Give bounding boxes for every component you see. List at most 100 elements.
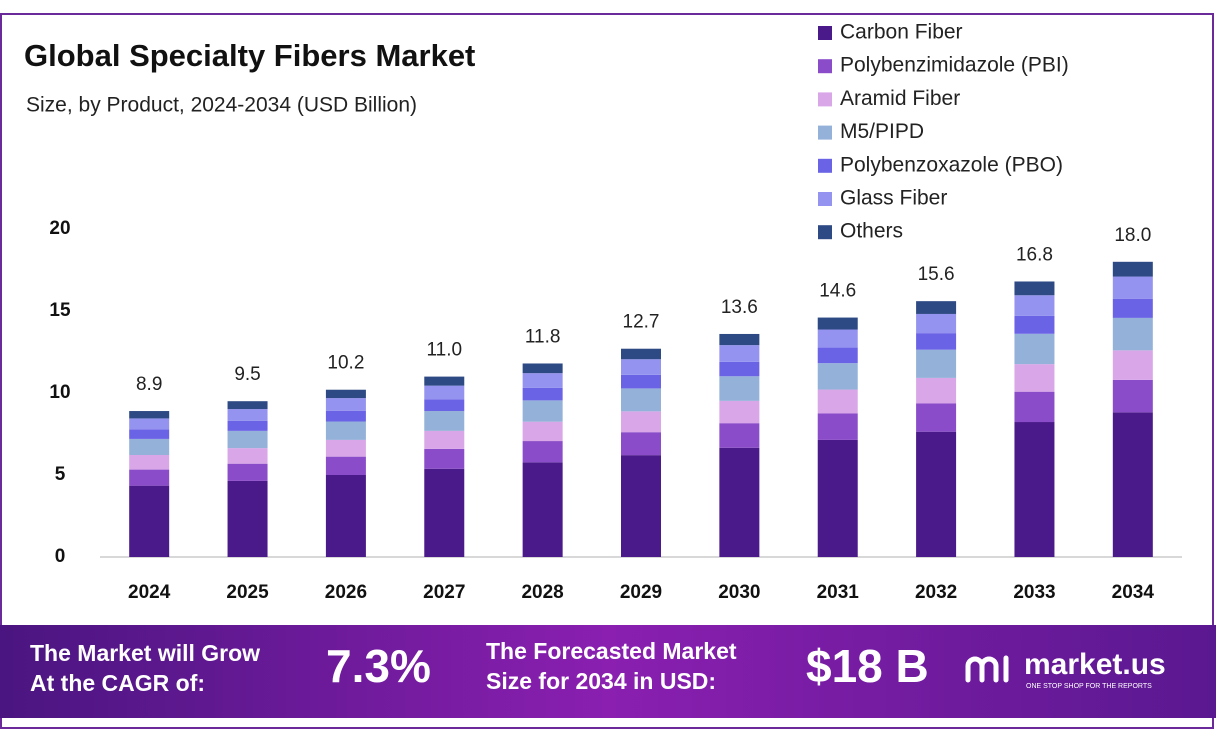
bar-segment bbox=[719, 400, 760, 424]
bar-segment bbox=[325, 421, 366, 440]
bar-segment bbox=[719, 423, 760, 448]
footer-band bbox=[0, 625, 1216, 718]
bar-segment bbox=[129, 469, 170, 486]
x-tick-label: 2031 bbox=[817, 582, 860, 603]
total-label: 9.5 bbox=[234, 364, 260, 385]
legend-swatch bbox=[818, 26, 832, 40]
total-label: 10.2 bbox=[327, 353, 364, 374]
bar-segment bbox=[1014, 333, 1055, 365]
x-tick-label: 2030 bbox=[718, 582, 760, 603]
bar-segment bbox=[129, 485, 170, 557]
total-label: 16.8 bbox=[1016, 244, 1053, 265]
bar-segment bbox=[522, 363, 563, 374]
cagr-text: At the CAGR of: bbox=[30, 670, 205, 696]
bar-segment bbox=[621, 388, 661, 412]
bar-segment bbox=[424, 430, 465, 449]
total-label: 11.8 bbox=[525, 326, 561, 347]
bar-segment bbox=[424, 376, 465, 386]
bar-segment bbox=[1112, 317, 1153, 351]
bar-segment bbox=[1014, 391, 1055, 423]
brand-tagline: ONE STOP SHOP FOR THE REPORTS bbox=[1026, 683, 1152, 690]
bar-segment bbox=[916, 313, 957, 334]
bar-segment bbox=[424, 385, 465, 400]
bar-segment bbox=[817, 413, 858, 440]
bar-segment bbox=[621, 411, 661, 433]
bar-segment bbox=[325, 456, 366, 475]
bar-segment bbox=[129, 411, 170, 419]
bar-segment bbox=[817, 317, 858, 330]
bar-segment bbox=[1112, 379, 1153, 413]
bar-segment bbox=[227, 448, 268, 464]
bar-segment bbox=[522, 462, 563, 557]
bar-segment bbox=[719, 333, 760, 346]
legend-swatch bbox=[818, 92, 832, 107]
legend-label: Polybenzimidazole (PBI) bbox=[840, 54, 1069, 77]
y-tick-label: 0 bbox=[55, 546, 66, 567]
chart-subtitle: Size, by Product, 2024-2034 (USD Billion… bbox=[26, 94, 417, 117]
legend-swatch bbox=[818, 59, 832, 74]
x-tick-label: 2024 bbox=[128, 582, 171, 603]
total-label: 14.6 bbox=[819, 281, 856, 302]
bar-segment bbox=[424, 468, 465, 557]
bar-segment bbox=[621, 432, 661, 456]
total-label: 15.6 bbox=[918, 264, 955, 285]
forecast-text: Size for 2034 in USD: bbox=[486, 668, 716, 694]
x-tick-label: 2026 bbox=[325, 582, 367, 603]
legend-label: M5/PIPD bbox=[840, 120, 924, 143]
x-tick-label: 2029 bbox=[620, 582, 662, 603]
total-label: 11.0 bbox=[426, 340, 462, 361]
bar-segment bbox=[522, 400, 563, 422]
bar-segment bbox=[817, 389, 858, 414]
total-label: 13.6 bbox=[721, 297, 758, 318]
bar-segment bbox=[424, 399, 465, 412]
bar-segment bbox=[817, 329, 858, 348]
bar-segment bbox=[227, 480, 268, 557]
legend-swatch bbox=[818, 225, 832, 240]
bar-segment bbox=[817, 439, 858, 557]
cagr-text: The Market will Grow bbox=[30, 640, 260, 666]
bar-segment bbox=[325, 410, 366, 422]
legend-swatch bbox=[818, 125, 832, 140]
bar-segment bbox=[325, 389, 366, 399]
x-tick-label: 2027 bbox=[423, 582, 465, 603]
bar-segment bbox=[1014, 315, 1055, 334]
bar-segment bbox=[325, 398, 366, 411]
forecast-text: The Forecasted Market bbox=[486, 638, 737, 664]
legend-label: Aramid Fiber bbox=[840, 87, 960, 110]
bar-segment bbox=[1112, 261, 1153, 277]
chart-title: Global Specialty Fibers Market bbox=[24, 38, 475, 73]
y-tick-label: 5 bbox=[55, 464, 66, 485]
x-tick-label: 2033 bbox=[1013, 582, 1055, 603]
bar-segment bbox=[817, 363, 858, 390]
bar-segment bbox=[916, 431, 957, 557]
x-tick-label: 2025 bbox=[226, 582, 269, 603]
bar-segment bbox=[522, 421, 563, 442]
legend-swatch bbox=[818, 192, 832, 206]
legend-label: Others bbox=[840, 220, 903, 243]
bar-segment bbox=[424, 448, 465, 469]
total-label: 18.0 bbox=[1114, 225, 1151, 246]
bar-segment bbox=[522, 373, 563, 388]
logo-icon bbox=[965, 655, 1009, 683]
bar-segment bbox=[621, 359, 661, 375]
legend-label: Polybenzoxazole (PBO) bbox=[840, 153, 1063, 176]
legend-swatch bbox=[818, 158, 832, 173]
bar-segment bbox=[1112, 412, 1153, 557]
bar-segment bbox=[325, 439, 366, 457]
legend-label: Carbon Fiber bbox=[840, 21, 963, 44]
x-tick-label: 2028 bbox=[521, 582, 563, 603]
bar-segment bbox=[719, 345, 760, 362]
bar-segment bbox=[719, 361, 760, 377]
bar-segment bbox=[1112, 350, 1153, 380]
y-tick-label: 20 bbox=[49, 218, 70, 239]
bar-segment bbox=[916, 377, 957, 404]
bar-segment bbox=[1014, 422, 1055, 557]
bar-segment bbox=[227, 409, 268, 421]
bar-segment bbox=[719, 447, 760, 557]
bar-segment bbox=[1014, 295, 1055, 316]
bar-segment bbox=[916, 301, 957, 314]
bar-segment bbox=[227, 401, 268, 410]
bar-segment bbox=[1014, 281, 1055, 296]
bar-segment bbox=[325, 475, 366, 557]
